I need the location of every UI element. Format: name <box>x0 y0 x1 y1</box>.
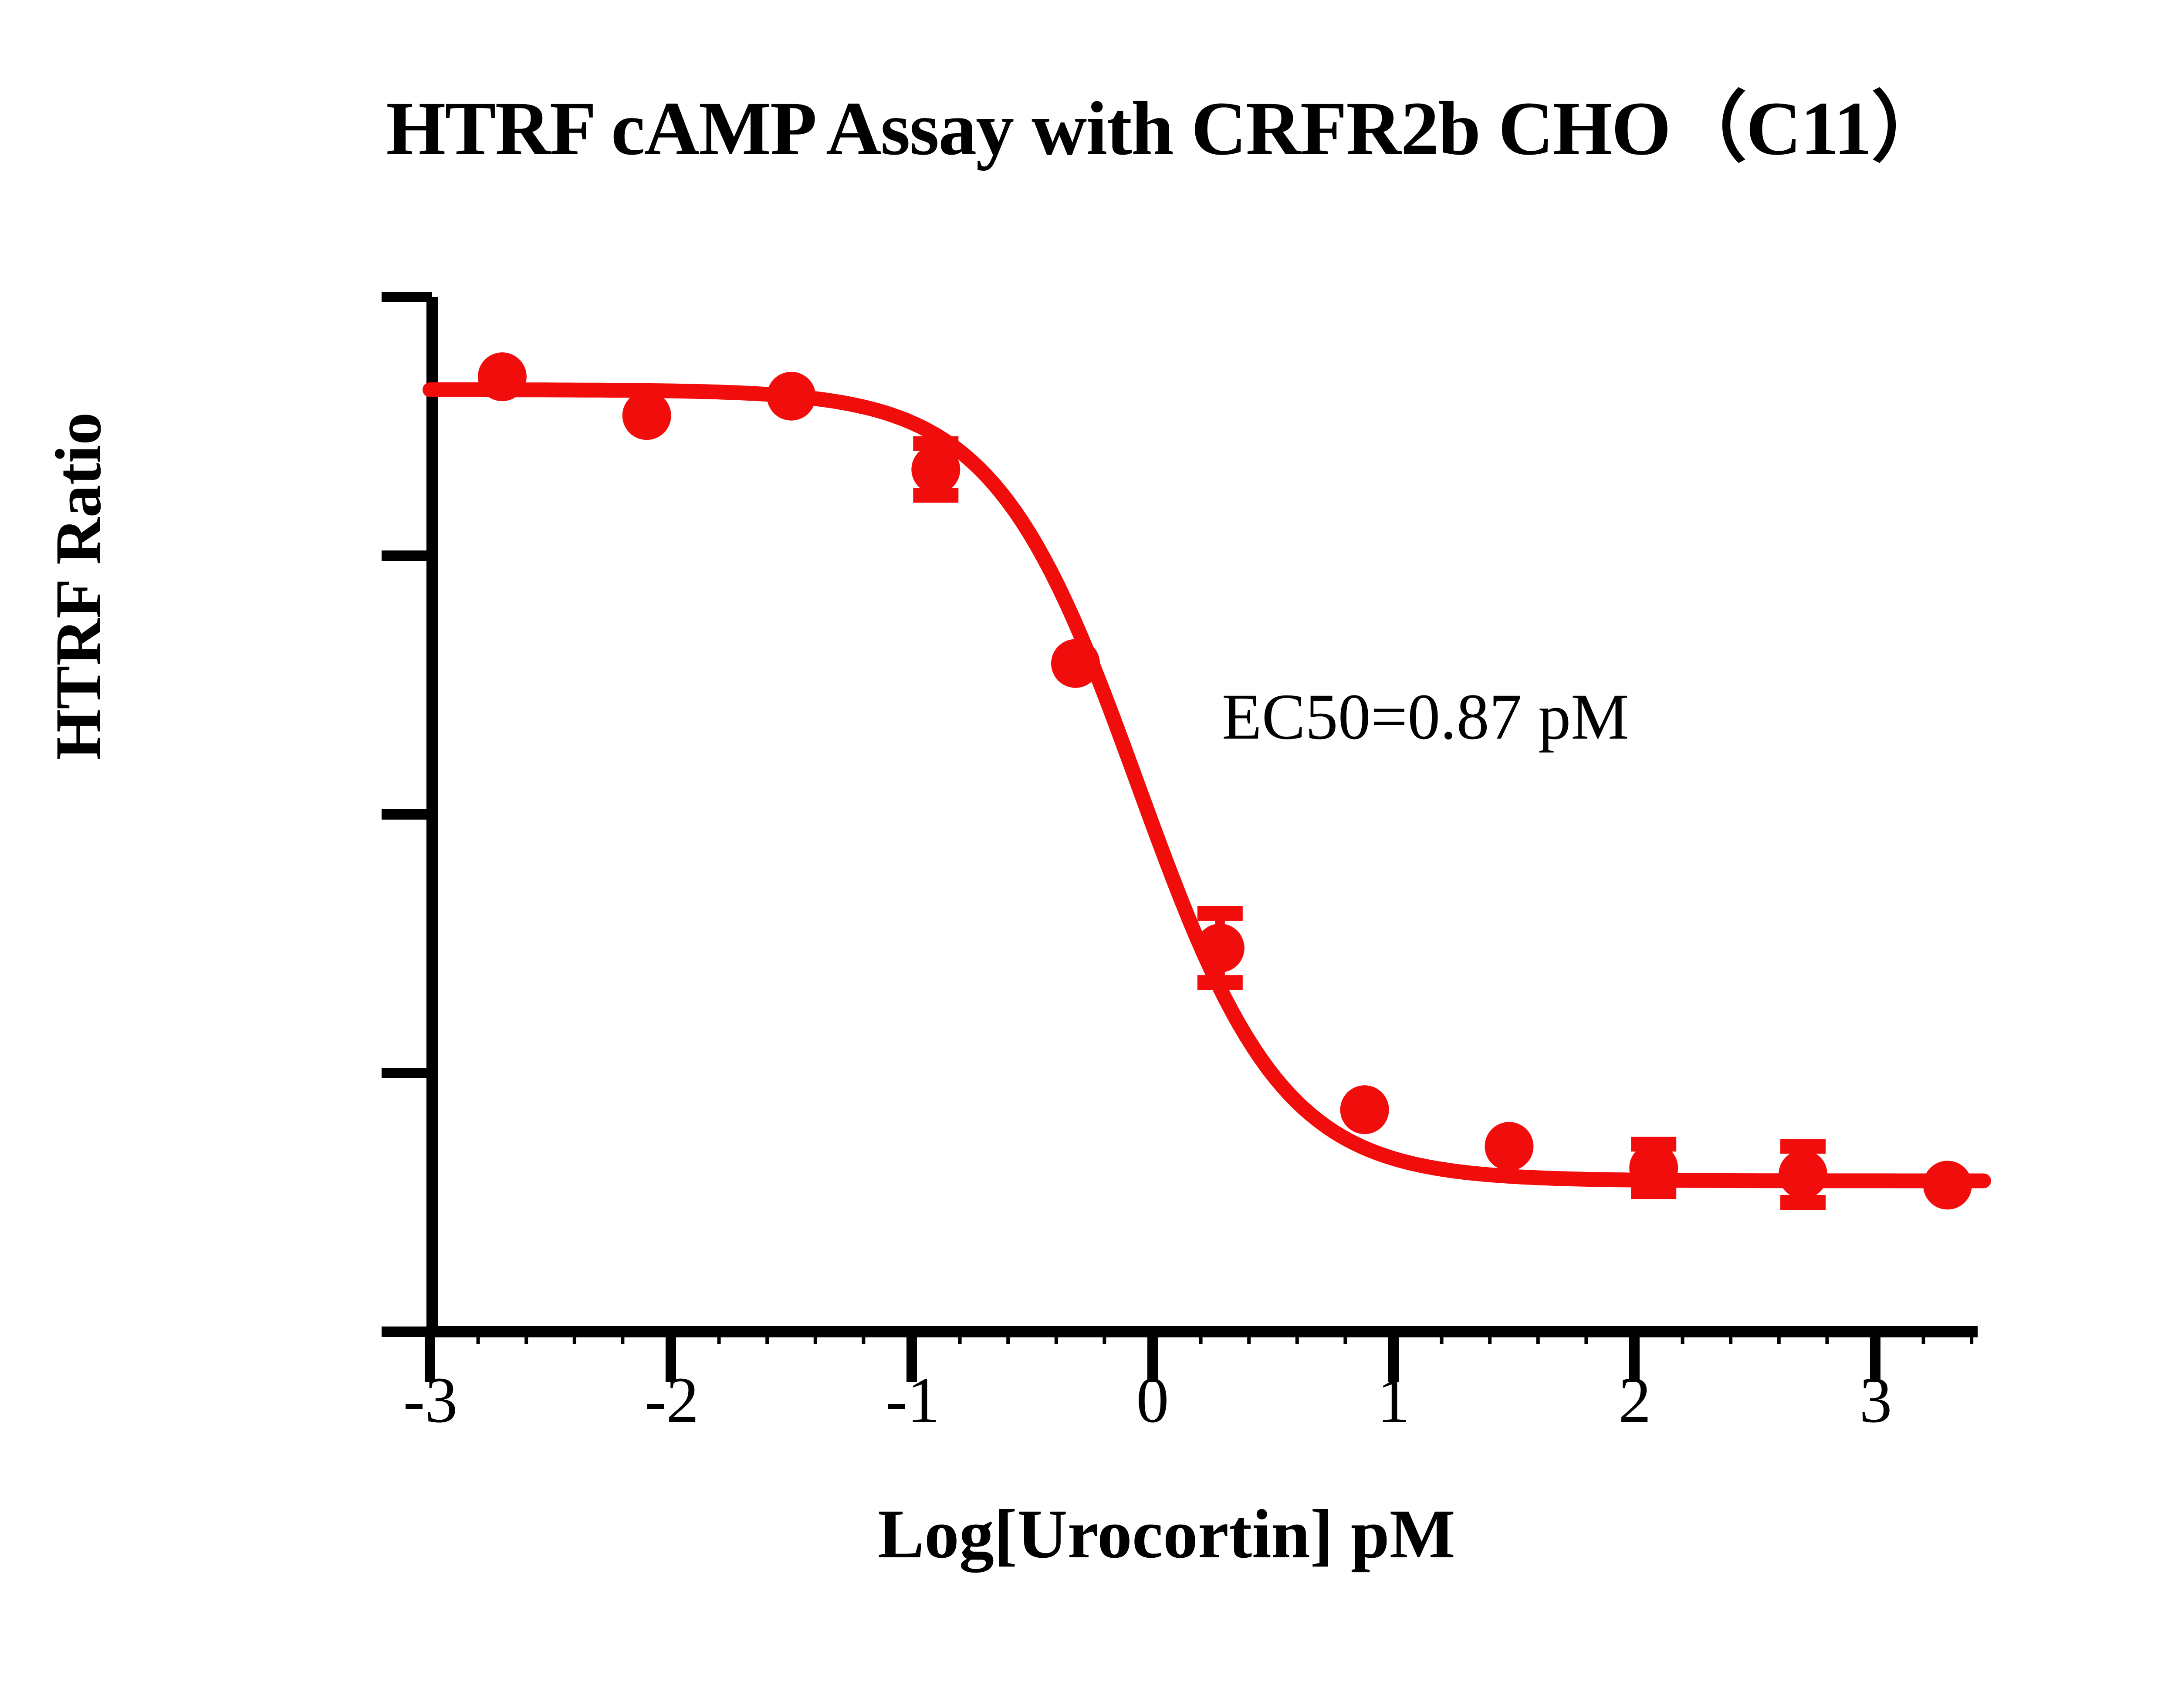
data-point <box>477 352 527 402</box>
data-points <box>477 352 1972 1210</box>
data-point <box>1629 1143 1678 1192</box>
data-point <box>622 391 671 440</box>
data-point <box>1051 639 1100 688</box>
data-point <box>767 371 816 421</box>
x-axis-ticks <box>425 1332 1974 1382</box>
chart-title: HTRF cAMP Assay with CRFR2b CHO（C11） <box>386 86 1948 171</box>
fit-curve <box>423 382 1991 1188</box>
data-point <box>1923 1161 1972 1210</box>
ec50-annotation: EC50=0.87 pM <box>1222 681 1629 753</box>
data-point <box>1340 1085 1389 1134</box>
data-point <box>1195 923 1245 972</box>
x-axis-label: Log[Urocortin] pM <box>878 1495 1455 1573</box>
data-point <box>1485 1122 1534 1171</box>
data-point <box>911 445 960 494</box>
y-axis-ticks <box>382 292 432 1337</box>
data-point <box>1779 1150 1828 1199</box>
